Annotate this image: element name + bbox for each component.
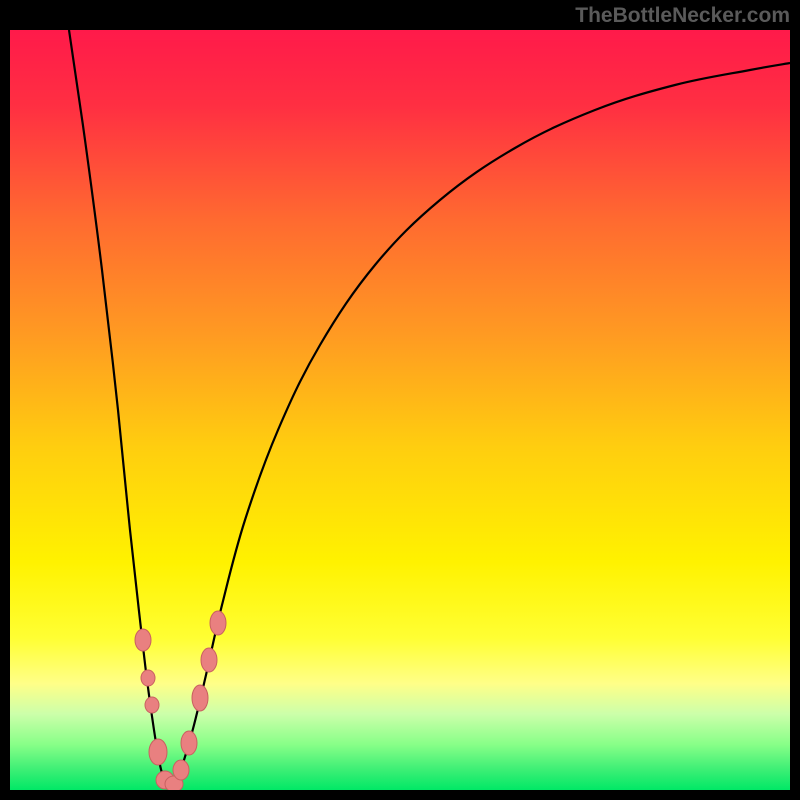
data-marker: [210, 611, 226, 635]
chart-container: TheBottleNecker.com: [0, 0, 800, 800]
watermark-text: TheBottleNecker.com: [575, 4, 790, 28]
data-marker: [181, 731, 197, 755]
data-marker: [135, 629, 151, 651]
gradient-background: [10, 30, 790, 790]
data-marker: [149, 739, 167, 765]
data-marker: [192, 685, 208, 711]
data-marker: [201, 648, 217, 672]
chart-svg: [10, 30, 790, 790]
data-marker: [173, 760, 189, 780]
plot-area: [10, 30, 790, 790]
data-marker: [141, 670, 155, 686]
data-marker: [145, 697, 159, 713]
